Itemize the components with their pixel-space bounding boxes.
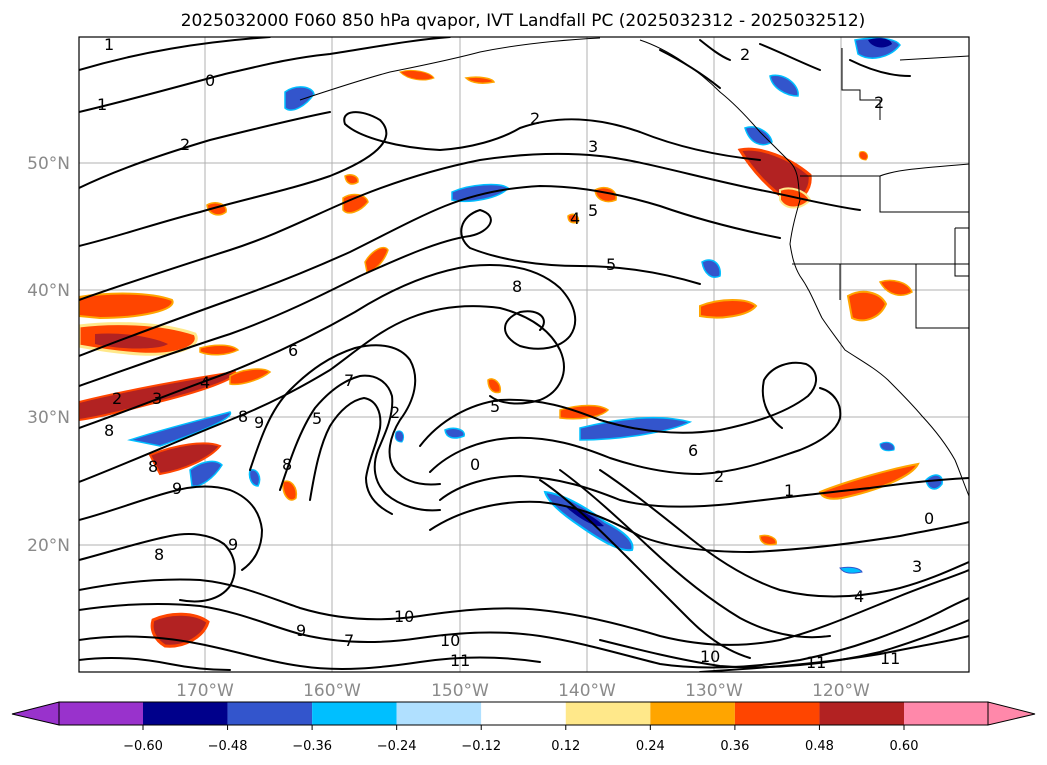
contour-label: 1 (97, 95, 107, 114)
contour-label: 8 (282, 455, 292, 474)
contour-label: 4 (570, 209, 580, 228)
colorbar-tick-label: −0.60 (123, 739, 163, 754)
contour-label: 3 (588, 137, 598, 156)
contour-label: 4 (200, 373, 210, 392)
colorbar-tick-label: 0.60 (890, 739, 919, 754)
contour-label: 3 (912, 557, 922, 576)
contour-label: 4 (854, 587, 864, 606)
contour-label: 8 (148, 457, 158, 476)
contour-label: 5 (312, 409, 322, 428)
colorbar-bin (988, 702, 1035, 725)
contour-label: 10 (394, 607, 414, 626)
colorbar-bin (312, 702, 397, 725)
contour-label: 1 (784, 481, 794, 500)
contour-label: 8 (104, 421, 114, 440)
colorbar-tick-label: −0.48 (208, 739, 248, 754)
figure-title: 2025032000 F060 850 hPa qvapor, IVT Land… (181, 11, 866, 31)
lon-label: 120°W (812, 681, 870, 701)
map-background (79, 37, 969, 672)
contour-labels: 1 0 1 2 2 3 5 4 5 8 6 4 3 2 8 8 9 5 7 2 (97, 35, 934, 672)
longitude-labels: 170°W 160°W 150°W 140°W 130°W 120°W (176, 681, 870, 701)
map-panel: 1 0 1 2 2 3 5 4 5 8 6 4 3 2 8 8 9 5 7 2 (78, 35, 970, 673)
contour-label: 5 (606, 255, 616, 274)
colorbar-tick-label: 0.12 (551, 739, 580, 754)
lat-label: 50°N (27, 154, 70, 174)
contour-label: 6 (688, 441, 698, 460)
colorbar: −0.60 −0.48 −0.36 −0.24 −0.12 0.12 0.24 0.36 0.4… (11, 701, 1036, 754)
contour-label: 2 (390, 403, 400, 422)
colorbar-tick-label: −0.24 (377, 739, 417, 754)
colorbar-bin (143, 702, 228, 725)
contour-label: 9 (228, 535, 238, 554)
colorbar-tick-label: −0.12 (461, 739, 501, 754)
lon-label: 140°W (558, 681, 616, 701)
contour-label: 8 (512, 277, 522, 296)
contour-label: 5 (588, 201, 598, 220)
lon-label: 150°W (431, 681, 489, 701)
colorbar-bin (565, 702, 651, 725)
contour-label: 2 (180, 135, 190, 154)
contour-label: 6 (288, 341, 298, 360)
contour-label: 7 (344, 371, 354, 390)
colorbar-bin (481, 702, 566, 725)
contour-label: 9 (254, 413, 264, 432)
contour-label: 9 (296, 621, 306, 640)
contour-label: 3 (152, 389, 162, 408)
colorbar-bin (650, 702, 735, 725)
colorbar-frame (58, 701, 989, 726)
contour-label: 8 (238, 407, 248, 426)
lat-label: 40°N (27, 281, 70, 301)
contour-label: 10 (440, 631, 460, 650)
contour-label: 0 (470, 455, 480, 474)
contour-lines (79, 37, 969, 672)
contour-label: 5 (490, 397, 500, 416)
contour-label: 8 (154, 545, 164, 564)
contour-label: 10 (700, 647, 720, 666)
contour-label: 11 (450, 651, 470, 670)
colorbar-tick-label: 0.24 (636, 739, 665, 754)
contour-label: 2 (740, 45, 750, 64)
contour-label: 0 (924, 509, 934, 528)
colorbar-bin (396, 702, 482, 725)
colorbar-bin (12, 702, 59, 725)
coastline (299, 37, 969, 497)
colorbar-tick-label: 0.36 (720, 739, 749, 754)
map-frame (78, 36, 970, 673)
lon-label: 130°W (685, 681, 743, 701)
colorbar-bin (734, 702, 820, 725)
contour-label: 0 (205, 71, 215, 90)
lat-label: 30°N (27, 408, 70, 428)
contour-label: 2 (112, 389, 122, 408)
lon-label: 170°W (176, 681, 234, 701)
colorbar-bin (819, 702, 904, 725)
lon-label: 160°W (303, 681, 361, 701)
contour-label: 11 (806, 653, 826, 672)
colorbar-tick-label: 0.48 (805, 739, 834, 754)
colorbar-bin (59, 702, 143, 725)
contour-label: 2 (874, 93, 884, 112)
contour-label: 9 (172, 479, 182, 498)
contour-label: 2 (714, 467, 724, 486)
contour-label: 7 (344, 631, 354, 650)
colorbar-tick-label: −0.36 (292, 739, 332, 754)
contour-label: 1 (104, 35, 114, 54)
lat-label: 20°N (27, 536, 70, 556)
colorbar-bin (227, 702, 313, 725)
colorbar-bin (904, 702, 988, 725)
latitude-labels: 50°N 40°N 30°N 20°N (27, 154, 70, 556)
contour-label: 11 (880, 649, 900, 668)
contour-label: 2 (530, 109, 540, 128)
